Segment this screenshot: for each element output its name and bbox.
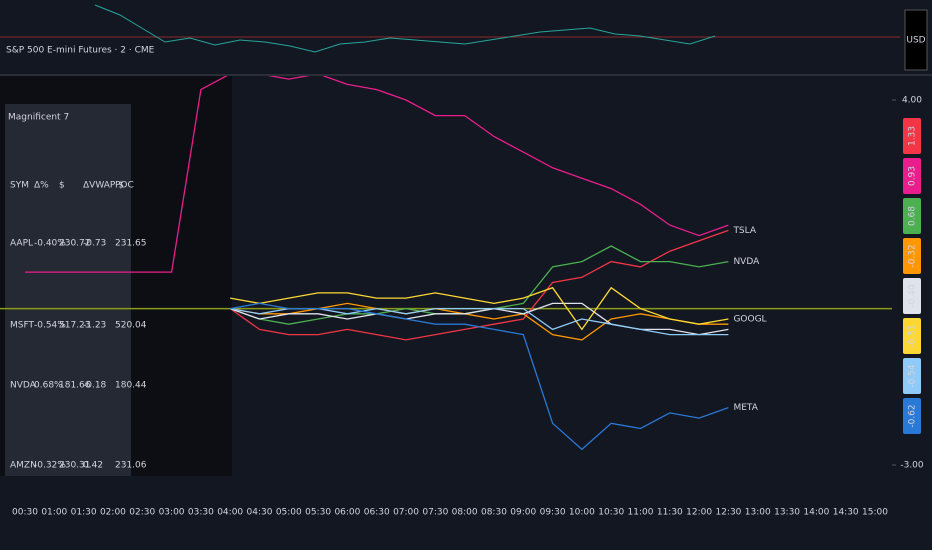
price-badge-label: -0.32	[908, 244, 918, 267]
series-line	[230, 302, 729, 451]
price-badge	[903, 118, 921, 154]
x-tick-label: 07:00	[393, 508, 419, 518]
table-cell: 520.04	[115, 321, 147, 331]
x-tick-label: 04:30	[247, 508, 273, 518]
x-tick-label: 08:30	[481, 508, 507, 518]
x-tick-label: 06:00	[334, 508, 360, 518]
table-cell: 231.65	[115, 239, 147, 249]
series-line	[25, 76, 729, 273]
price-badge	[903, 198, 921, 234]
table-cell: 230.72	[59, 239, 91, 249]
x-tick-label: 04:00	[217, 508, 243, 518]
x-tick-label: 10:00	[569, 508, 595, 518]
table-cell: 180.44	[115, 381, 147, 391]
x-tick-label: 11:00	[628, 508, 654, 518]
series-label: GOOGL	[733, 315, 766, 325]
price-badge	[903, 238, 921, 274]
table-cell: MSFT	[10, 321, 34, 331]
x-tick-label: 07:30	[422, 508, 448, 518]
x-tick-label: 13:00	[745, 508, 771, 518]
table-cell: -0.54%	[34, 321, 66, 331]
x-tick-label: 14:00	[803, 508, 829, 518]
table-cell: -0.32%	[34, 461, 66, 471]
price-badge-label: 1.33	[908, 126, 918, 146]
table-header: ΔVWAP $	[83, 181, 124, 191]
x-tick-label: 08:00	[452, 508, 478, 518]
table-panel	[5, 104, 131, 476]
table-cell: 181.66	[59, 381, 91, 391]
x-tick-label: 15:00	[862, 508, 888, 518]
table-cell: -0.40%	[34, 239, 66, 249]
table-header: SYM	[10, 181, 29, 191]
series-label: NVDA	[733, 257, 760, 267]
table-cell: 0.68%	[34, 381, 63, 391]
x-tick-label: 09:30	[540, 508, 566, 518]
x-tick-label: 05:00	[276, 508, 302, 518]
price-badge	[903, 278, 921, 314]
price-badge	[903, 398, 921, 434]
table-cell: -1.23	[83, 321, 106, 331]
x-tick-label: 01:30	[71, 508, 97, 518]
price-badge-label: -0.51	[908, 324, 918, 347]
plot-area	[0, 76, 892, 451]
table-header: Δ%	[34, 181, 49, 191]
x-tick-label: 00:30	[12, 508, 38, 518]
x-tick-label: 09:00	[510, 508, 536, 518]
table-cell: AAPL	[10, 239, 33, 249]
table-cell: AMZN	[10, 461, 37, 471]
x-tick-label: 11:30	[657, 508, 683, 518]
series-label: META	[733, 403, 758, 413]
x-tick-label: 03:30	[188, 508, 214, 518]
x-tick-label: 10:30	[598, 508, 624, 518]
x-tick-label: 03:00	[159, 508, 185, 518]
price-badge	[903, 358, 921, 394]
x-tick-label: 06:30	[364, 508, 390, 518]
price-badge-label: 0.93	[908, 166, 918, 186]
series-line	[229, 302, 729, 336]
y-tick-label: 4.00	[902, 96, 922, 106]
x-tick-label: 01:00	[41, 508, 67, 518]
price-badge-label: -0.62	[908, 404, 918, 427]
table-cell: NVDA	[10, 381, 37, 391]
table-cell: -0.18	[83, 381, 107, 391]
table-title: Magnificent 7	[8, 113, 69, 123]
table-cell: -0.73	[83, 239, 106, 249]
x-tick-label: 14:30	[833, 508, 859, 518]
table-header: POC	[115, 181, 134, 191]
mini-price-line	[94, 4, 716, 53]
series-line	[230, 286, 729, 331]
price-badge-label: -0.54	[908, 364, 918, 388]
currency-box	[904, 9, 928, 71]
currency: USD	[906, 36, 925, 46]
series-label: TSLA	[732, 226, 756, 236]
header-title: S&P 500 E-mini Futures · 2 · CME	[6, 46, 155, 56]
x-tick-label: 12:30	[715, 508, 741, 518]
table-cell: 517.23	[59, 321, 91, 331]
x-tick-label: 13:30	[774, 508, 800, 518]
x-tick-label: 12:00	[686, 508, 712, 518]
series-line	[230, 302, 729, 341]
table-header: $	[59, 181, 65, 191]
price-badge	[903, 158, 921, 194]
table-cell: 230.31	[59, 461, 91, 471]
price-badge-label: 0.68	[908, 206, 918, 226]
y-tick-label: -3.00	[900, 461, 924, 471]
price-badge	[903, 318, 921, 354]
table-cell: 0.42	[83, 461, 103, 471]
price-badge-label: -0.40	[908, 284, 918, 308]
x-tick-label: 05:30	[305, 508, 331, 518]
table-cell: 231.06	[115, 461, 147, 471]
x-tick-label: 02:00	[100, 508, 126, 518]
x-tick-label: 02:30	[129, 508, 155, 518]
